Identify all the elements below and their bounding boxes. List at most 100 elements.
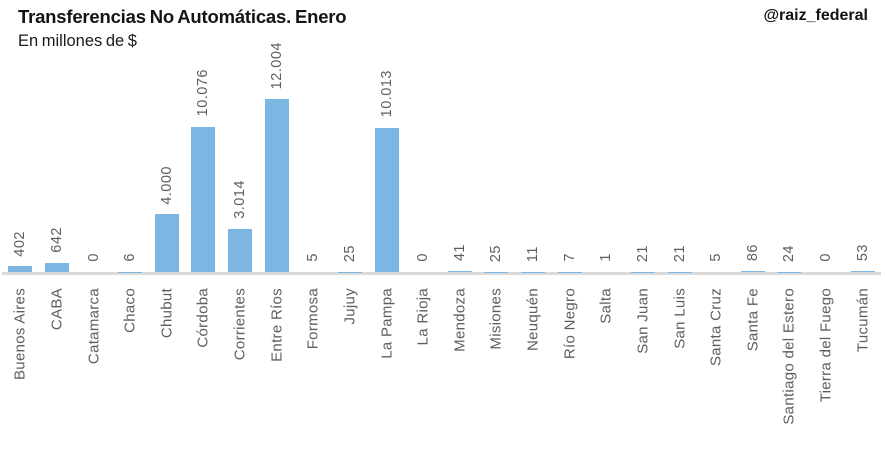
x-tick-label: Chaco: [121, 288, 139, 333]
x-tick-column: Corrientes: [222, 288, 259, 473]
bar-value-label: 3.014: [232, 179, 249, 219]
bar-column: 0: [75, 0, 112, 272]
bar-column: 5: [698, 0, 735, 272]
x-tick-label: Santiago del Estero: [780, 288, 798, 425]
bar-column: 25: [478, 0, 515, 272]
x-tick-column: CABA: [39, 288, 76, 473]
x-tick-label: Entre Ríos: [268, 288, 286, 362]
bar-column: 4.000: [149, 0, 186, 272]
bar-column: 21: [625, 0, 662, 272]
x-tick-column: La Pampa: [368, 288, 405, 473]
x-tick-column: Catamarca: [75, 288, 112, 473]
bar-column: 10.076: [185, 0, 222, 272]
x-tick-column: La Rioja: [405, 288, 442, 473]
x-tick-label: Jujuy: [341, 288, 359, 325]
x-tick-column: Formosa: [295, 288, 332, 473]
chart-subtitle: En millones de $: [18, 32, 137, 50]
x-tick-label: Corrientes: [231, 288, 249, 361]
x-tick-column: Chaco: [112, 288, 149, 473]
bar: [374, 127, 399, 272]
bar-value-label: 12.004: [268, 41, 285, 89]
bar-value-label: 11: [525, 245, 542, 262]
bar-value-label: 10.076: [195, 69, 212, 117]
x-tick-column: San Juan: [625, 288, 662, 473]
bar-value-label: 6: [122, 253, 139, 262]
bar-column: 7: [551, 0, 588, 272]
bar: [154, 214, 179, 272]
bar-value-label: 53: [854, 244, 871, 262]
x-tick-label: Santa Fe: [744, 288, 762, 352]
bar-column: 21: [661, 0, 698, 272]
bar-column: 25: [332, 0, 369, 272]
chart-title: Transferencias No Automáticas. Enero: [18, 6, 347, 27]
x-tick-column: Entre Ríos: [258, 288, 295, 473]
x-tick-label: San Juan: [634, 288, 652, 354]
x-tick-label: Formosa: [304, 288, 322, 350]
bar-column: 0: [405, 0, 442, 272]
bar-column: 11: [515, 0, 552, 272]
bar: [447, 271, 472, 272]
bar-value-label: 0: [85, 253, 102, 262]
x-tick-label: Misiones: [487, 288, 505, 350]
x-tick-label: Río Negro: [561, 288, 579, 360]
bar-column: 0: [808, 0, 845, 272]
bar-value-label: 21: [634, 244, 651, 262]
bar-value-label: 25: [488, 244, 505, 262]
x-tick-column: Tierra del Fuego: [808, 288, 845, 473]
bar: [8, 266, 33, 272]
x-tick-label: Tucumán: [854, 288, 872, 353]
bar-value-label: 41: [451, 244, 468, 262]
bar: [850, 271, 875, 272]
x-axis-labels: Buenos Aires CABA Catamarca Chaco Chubut Córd…: [2, 288, 881, 473]
bar-column: 642: [39, 0, 76, 272]
bar: [264, 99, 289, 272]
x-tick-column: Salta: [588, 288, 625, 473]
bar-value-label: 10.013: [378, 70, 395, 118]
x-tick-label: San Luis: [671, 288, 689, 349]
x-tick-label: Mendoza: [451, 288, 469, 352]
bar: [191, 126, 216, 272]
x-tick-column: Córdoba: [185, 288, 222, 473]
bar-value-label: 0: [415, 253, 432, 262]
x-tick-column: Jujuy: [332, 288, 369, 473]
x-tick-label: Santa Cruz: [707, 288, 725, 367]
x-tick-label: CABA: [48, 288, 66, 331]
x-tick-column: Mendoza: [442, 288, 479, 473]
bar-column: 1: [588, 0, 625, 272]
bar-value-label: 24: [781, 244, 798, 262]
x-tick-label: Chubut: [158, 288, 176, 339]
bar-column: 6: [112, 0, 149, 272]
bar-column: 41: [442, 0, 479, 272]
x-tick-label: Tierra del Fuego: [817, 288, 835, 403]
bar: [44, 262, 69, 272]
bar: [228, 228, 253, 272]
bar-value-label: 5: [708, 253, 725, 262]
x-tick-column: Santa Cruz: [698, 288, 735, 473]
bar-value-label: 21: [671, 244, 688, 262]
bar-value-label: 25: [341, 244, 358, 262]
bar-value-label: 4.000: [158, 165, 175, 205]
bar-column: 12.004: [258, 0, 295, 272]
x-tick-label: Catamarca: [85, 288, 103, 365]
watermark-handle: @raiz_federal: [763, 7, 868, 24]
bar-column: 86: [735, 0, 772, 272]
bar-value-label: 5: [305, 253, 322, 262]
x-tick-label: Córdoba: [194, 288, 212, 348]
x-axis-line: [2, 272, 881, 275]
bar-value-label: 0: [818, 253, 835, 262]
bar-column: 10.013: [368, 0, 405, 272]
x-tick-column: San Luis: [661, 288, 698, 473]
bar-column: 53: [844, 0, 881, 272]
x-tick-column: Misiones: [478, 288, 515, 473]
bar-column: 402: [2, 0, 39, 272]
bar-value-label: 642: [48, 227, 65, 253]
x-tick-column: Río Negro: [551, 288, 588, 473]
x-tick-label: Buenos Aires: [11, 288, 29, 380]
bar-value-label: 7: [561, 253, 578, 262]
bar-column: 3.014: [222, 0, 259, 272]
bar-value-label: 86: [744, 243, 761, 261]
x-tick-label: La Rioja: [414, 288, 432, 346]
x-tick-column: Chubut: [149, 288, 186, 473]
